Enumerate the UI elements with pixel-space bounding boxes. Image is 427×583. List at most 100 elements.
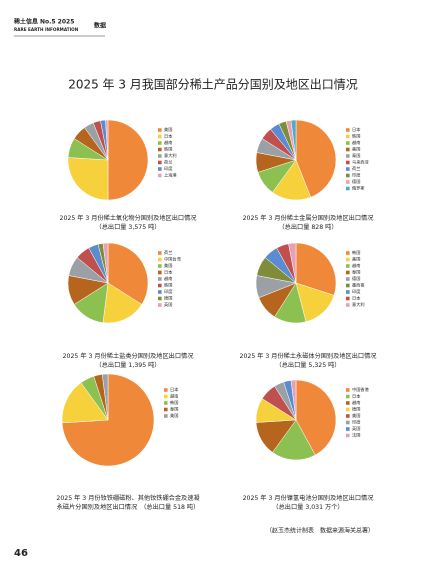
- legend-label: 德国: [352, 178, 360, 185]
- legend-label: 印度: [164, 288, 173, 295]
- legend-swatch: [346, 296, 350, 301]
- pie-slice: [102, 242, 109, 284]
- pie-slice: [102, 282, 143, 324]
- legend-swatch: [164, 407, 168, 412]
- pie-slice: [290, 379, 297, 421]
- legend-swatch: [346, 167, 350, 171]
- legend-swatch: [158, 303, 162, 307]
- legend-label: 德国: [164, 295, 172, 302]
- legend-label: 马来西亚: [352, 159, 369, 166]
- legend-swatch: [346, 290, 350, 294]
- page-number: 46: [14, 548, 28, 559]
- pie-slice: [272, 419, 316, 461]
- legend-swatch: [346, 407, 350, 412]
- legend-label: 韩国: [170, 399, 178, 406]
- legend-swatch: [158, 264, 162, 268]
- legend-swatch: [158, 141, 162, 145]
- legend-swatch: [158, 173, 162, 178]
- legend-label: 美国: [170, 412, 178, 419]
- pie-slice: [288, 242, 297, 284]
- legend-swatch: [346, 401, 350, 405]
- legend-swatch: [346, 186, 350, 191]
- legend-label: 美国: [352, 256, 360, 263]
- legend-label: 中国台湾: [164, 256, 181, 263]
- chart-title: 2025 年 3 月份稀土盐类分国别及地区出口情况: [63, 352, 194, 360]
- legend-label: 日本: [352, 126, 361, 133]
- legend-label: 印度: [164, 165, 173, 172]
- legend-swatch: [158, 128, 162, 132]
- legend-swatch: [346, 147, 350, 152]
- chart-subtitle: （总出口量 5,325 吨）: [276, 361, 341, 369]
- legend-swatch: [158, 290, 162, 294]
- pie-slice: [61, 382, 109, 424]
- legend-swatch: [346, 270, 350, 275]
- legend-label: 荷兰: [164, 159, 172, 166]
- legend-swatch: [158, 296, 162, 301]
- pie-slice: [105, 119, 109, 161]
- legend-label: 泰国: [352, 152, 360, 159]
- legend-label: 印度: [352, 172, 361, 179]
- legend-label: 荷兰: [352, 165, 360, 172]
- legend-label: 俄罗斯: [352, 185, 365, 192]
- legend-swatch: [158, 283, 162, 288]
- pie-slice: [295, 242, 337, 296]
- legend-label: 德国: [352, 406, 360, 413]
- legend-swatch: [346, 303, 350, 307]
- page-title: 2025 年 3 月我国部分稀土产品分国别及地区出口情况: [68, 77, 358, 92]
- footer-note: （赵玉杰统计制表 数据来源海关总署）: [266, 527, 374, 535]
- legend-swatch: [158, 160, 162, 165]
- legend-swatch: [164, 414, 168, 418]
- legend-swatch: [346, 414, 350, 418]
- legend-swatch: [346, 388, 350, 392]
- header-section: 数据: [94, 22, 106, 30]
- legend-swatch: [346, 160, 350, 165]
- legend-label: 日本: [164, 133, 173, 140]
- legend-swatch: [346, 141, 350, 145]
- header-issue: No.5 2025: [40, 19, 74, 26]
- legend-swatch: [346, 180, 350, 184]
- legend-swatch: [346, 283, 350, 288]
- legend-swatch: [346, 251, 350, 255]
- legend-label: 印度: [352, 288, 361, 295]
- legend-swatch: [346, 257, 350, 262]
- legend-label: 泰国: [352, 269, 360, 276]
- legend-swatch: [346, 173, 350, 178]
- legend-label: 美国: [352, 146, 360, 153]
- pie-slice: [67, 157, 109, 201]
- chart-subtitle: （总出口量 3,031 万个）: [272, 503, 343, 511]
- legend-label: 越南: [170, 393, 178, 400]
- legend-label: 韩国: [164, 146, 172, 153]
- legend-swatch: [346, 134, 350, 139]
- legend-swatch: [346, 277, 350, 281]
- legend-swatch: [164, 401, 168, 405]
- legend-label: 日本: [352, 393, 361, 400]
- header-subtitle: RARE EARTH INFORMATION: [14, 27, 79, 32]
- legend-swatch: [346, 394, 350, 399]
- legend-label: 日本: [164, 269, 173, 276]
- chart-title: 2025 年 3 月份钕铁硼磁粉、其他钕铁硼合金及速凝: [56, 494, 199, 502]
- legend-swatch: [158, 277, 162, 281]
- legend-swatch: [346, 128, 350, 132]
- legend-label: 美国: [164, 126, 172, 133]
- legend-label: 英国: [352, 425, 360, 432]
- legend-swatch: [158, 147, 162, 152]
- legend-label: 意大利: [352, 301, 365, 308]
- legend-swatch: [346, 427, 350, 431]
- legend-label: 美国: [164, 262, 172, 269]
- legend-label: 越南: [164, 275, 172, 282]
- legend-label: 印度: [352, 419, 361, 426]
- legend-label: 越南: [352, 399, 360, 406]
- legend-label: 韩国: [352, 249, 360, 256]
- pie-slice: [290, 119, 297, 161]
- legend-label: 法国: [352, 432, 360, 439]
- pie-slice: [101, 373, 109, 421]
- legend-label: 意大利: [164, 152, 177, 159]
- legend-label: 德国: [352, 275, 360, 282]
- header-title: 稀土信息: [13, 18, 38, 26]
- legend-swatch: [158, 167, 162, 171]
- legend-label: 越南: [164, 139, 172, 146]
- chart-subtitle: （总出口量 1,395 吨）: [96, 361, 161, 369]
- legend-label: 泰国: [170, 406, 178, 413]
